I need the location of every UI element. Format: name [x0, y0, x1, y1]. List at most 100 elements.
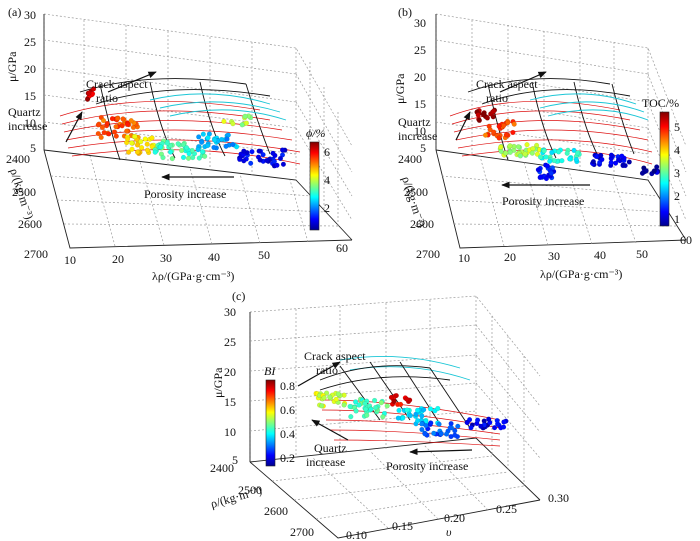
data-point [149, 144, 155, 150]
z-tick: 20 [414, 70, 426, 84]
panel-c-y-label: ρ/(kg·m⁻³) [209, 483, 263, 511]
data-point [608, 152, 614, 158]
data-point [114, 115, 121, 121]
colorbar-tick: 0.6 [280, 403, 295, 417]
data-point [507, 143, 513, 149]
data-point [452, 428, 458, 434]
data-point [427, 406, 434, 412]
data-point [230, 141, 236, 148]
z-tick: 25 [224, 335, 236, 349]
data-point [149, 135, 155, 141]
data-point [404, 407, 410, 413]
panel-a-letter: (a) [8, 5, 21, 19]
data-point [129, 140, 135, 146]
data-point [484, 115, 490, 121]
data-point [205, 143, 211, 149]
data-point [132, 133, 138, 140]
data-point [505, 120, 511, 126]
data-point [574, 150, 581, 156]
x-tick: 10 [64, 253, 76, 267]
z-tick: 5 [420, 141, 426, 155]
data-point [280, 161, 286, 167]
data-point [106, 131, 112, 137]
data-point [205, 135, 211, 141]
panel-c-quartz-arrow [311, 419, 349, 441]
z-tick: 10 [224, 425, 236, 439]
data-point [119, 123, 125, 129]
x-tick: 0.30 [548, 491, 569, 505]
data-point [327, 394, 333, 400]
panel-b-z-label: μ/GPa [393, 73, 407, 104]
data-point [384, 403, 390, 409]
data-point [128, 118, 134, 124]
data-point [380, 414, 386, 420]
data-point [388, 394, 394, 400]
colorbar-tick: 2 [674, 189, 680, 203]
z-tick: 20 [24, 62, 36, 76]
y-tick: 2500 [12, 185, 36, 199]
data-point [175, 141, 181, 147]
data-point [113, 133, 119, 139]
panel-a-y-ticks: 2400 2500 2600 2700 [6, 152, 48, 261]
z-tick: 5 [232, 453, 238, 467]
data-point [274, 162, 280, 168]
data-point [98, 134, 104, 140]
panel-b-points [474, 107, 661, 182]
x-tick: 0.10 [346, 528, 367, 541]
z-tick: 10 [24, 116, 36, 130]
data-point [180, 142, 187, 148]
y-tick: 2600 [18, 217, 42, 231]
data-point [199, 149, 205, 155]
panel-b-floor-grid [441, 155, 678, 247]
data-point [362, 401, 368, 407]
data-point [347, 403, 353, 410]
data-point [423, 423, 429, 429]
data-point [443, 431, 450, 437]
data-point [120, 116, 126, 122]
data-point [496, 123, 502, 129]
data-point [364, 412, 370, 418]
y-tick: 2600 [264, 504, 288, 518]
data-point [431, 430, 437, 436]
panel-a-quartz-arrow [65, 111, 83, 143]
x-tick: 20 [504, 250, 516, 264]
data-point [573, 157, 579, 163]
data-point [543, 154, 549, 160]
data-point [324, 390, 330, 396]
colorbar-tick: 1 [674, 212, 680, 226]
panel-b-y-ticks: 2400 2500 2600 2700 [398, 152, 440, 261]
data-point [537, 154, 544, 160]
data-point [507, 149, 513, 155]
panel-a-crack-label-2: ratio [96, 91, 118, 105]
data-point [415, 418, 421, 424]
panel-a-quartz-label-2: increase [8, 119, 47, 133]
data-point [109, 116, 115, 122]
panel-c-x-ticks: 0.10 0.15 0.20 0.25 0.30 [346, 491, 569, 541]
x-tick: 10 [458, 251, 470, 265]
y-tick: 2500 [404, 185, 428, 199]
data-point [160, 155, 166, 161]
panel-c-z-ticks: 30 25 20 15 10 5 [224, 305, 238, 467]
data-point [221, 118, 227, 124]
data-point [517, 153, 523, 159]
y-tick: 2700 [24, 247, 48, 261]
data-point [626, 159, 632, 165]
data-point [373, 404, 379, 411]
data-point [556, 149, 562, 155]
data-point [455, 423, 461, 429]
panel-b-y-label: ρ/(kg·m⁻³) [399, 175, 429, 229]
colorbar-tick: 4 [324, 173, 330, 187]
data-point [104, 120, 110, 127]
panel-a-z-ticks: 30 25 20 15 10 5 [24, 8, 36, 155]
data-point [501, 123, 507, 129]
data-point [167, 149, 174, 155]
data-point [169, 156, 175, 162]
data-point [248, 160, 254, 166]
x-tick: 40 [208, 250, 220, 264]
panel-a-quartz-label-1: Quartz [8, 105, 41, 119]
data-point [138, 139, 144, 145]
data-point [200, 131, 206, 137]
data-point [378, 400, 384, 406]
data-point [223, 143, 229, 149]
data-point [95, 131, 101, 137]
